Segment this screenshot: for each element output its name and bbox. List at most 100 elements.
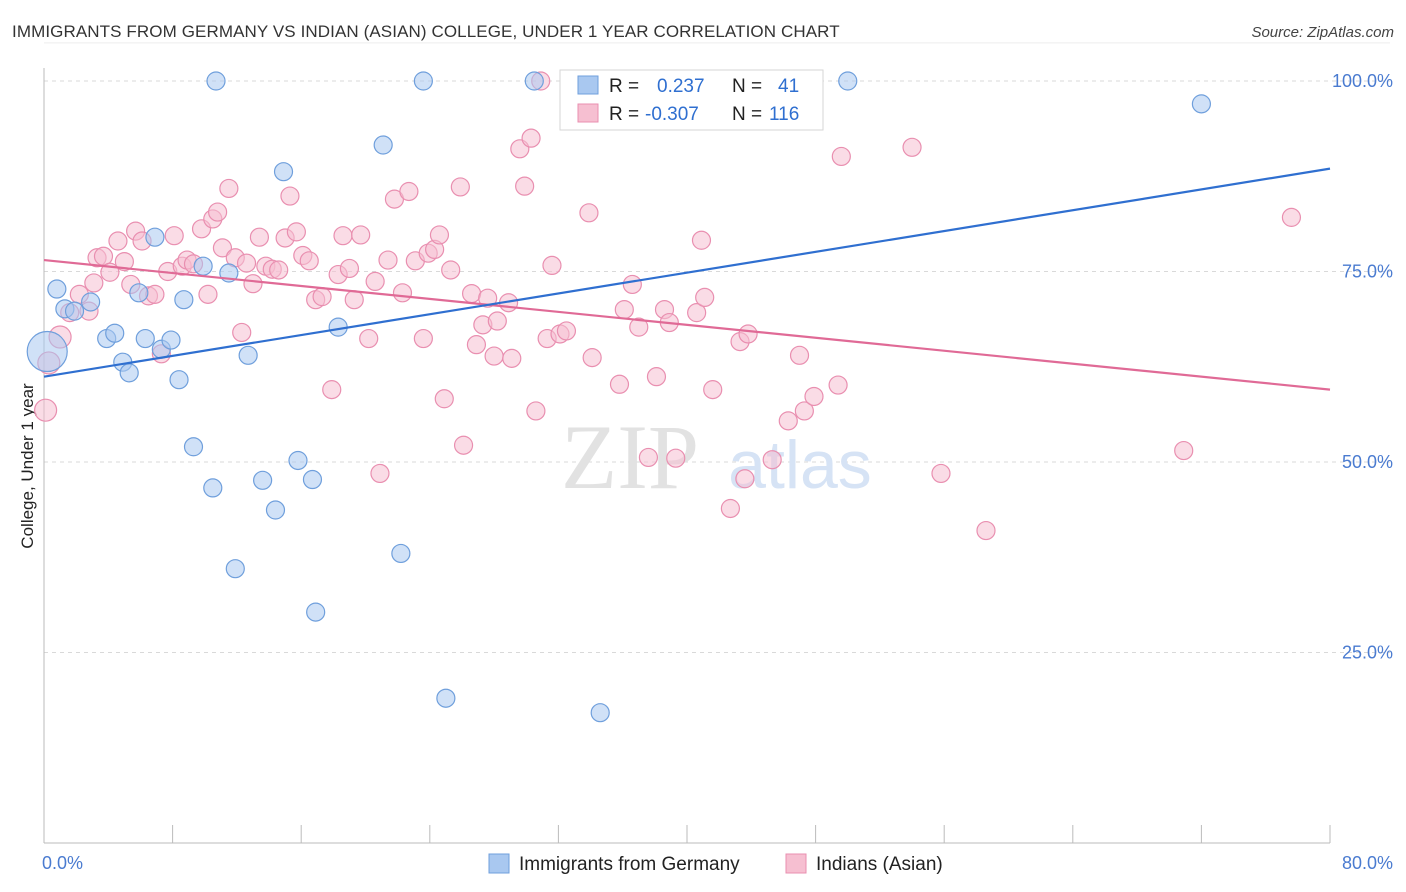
point-immigrants-germany bbox=[129, 283, 149, 303]
point-indians-asian bbox=[212, 238, 233, 258]
point-indians-asian bbox=[434, 389, 454, 409]
watermark-atlas: atlas bbox=[728, 427, 872, 503]
legend-label-indians: Indians (Asian) bbox=[816, 854, 943, 875]
point-indians-asian bbox=[359, 328, 379, 349]
point-indians-asian bbox=[484, 346, 504, 366]
point-immigrants-germany bbox=[135, 328, 155, 349]
point-immigrants-germany bbox=[26, 330, 68, 373]
point-immigrants-germany bbox=[81, 292, 101, 312]
point-indians-asian bbox=[502, 348, 522, 368]
point-indians-asian bbox=[638, 447, 659, 468]
point-indians-asian bbox=[269, 260, 289, 280]
point-immigrants-germany bbox=[273, 162, 294, 182]
point-indians-asian bbox=[339, 258, 360, 279]
point-indians-asian bbox=[280, 186, 300, 206]
point-immigrants-germany bbox=[436, 688, 456, 708]
point-immigrants-germany bbox=[119, 363, 139, 383]
stats-swatch-blue bbox=[577, 75, 599, 95]
point-indians-asian bbox=[322, 380, 342, 400]
point-indians-asian bbox=[666, 448, 686, 468]
point-indians-asian bbox=[1174, 440, 1194, 461]
legend-swatch-germany bbox=[488, 853, 510, 874]
point-immigrants-germany bbox=[145, 227, 165, 247]
point-indians-asian bbox=[198, 284, 218, 304]
series-immigrants-germany bbox=[26, 71, 1212, 723]
point-indians-asian bbox=[735, 469, 755, 489]
point-indians-asian bbox=[466, 335, 487, 355]
point-indians-asian bbox=[629, 317, 649, 337]
point-immigrants-germany bbox=[1191, 94, 1212, 114]
point-indians-asian bbox=[614, 300, 634, 320]
point-indians-asian bbox=[34, 398, 58, 422]
point-indians-asian bbox=[582, 348, 602, 368]
point-immigrants-germany bbox=[288, 450, 308, 471]
point-immigrants-germany bbox=[174, 290, 194, 310]
stats-legend-frame bbox=[559, 69, 824, 131]
point-immigrants-germany bbox=[47, 279, 67, 299]
series-indians-asian bbox=[34, 71, 1302, 541]
point-indians-asian bbox=[703, 380, 723, 400]
trend-lines bbox=[43, 167, 1331, 391]
point-indians-asian bbox=[84, 273, 104, 293]
x-tick-label: 0.0% bbox=[42, 853, 83, 873]
point-indians-asian bbox=[976, 520, 996, 541]
point-indians-asian bbox=[232, 322, 252, 343]
point-immigrants-germany bbox=[206, 71, 226, 91]
point-immigrants-germany bbox=[183, 437, 204, 457]
point-indians-asian bbox=[526, 401, 546, 421]
point-immigrants-germany bbox=[590, 703, 610, 723]
stats-n-value: 116 bbox=[769, 104, 799, 125]
point-immigrants-germany bbox=[225, 559, 245, 579]
point-indians-asian bbox=[542, 255, 562, 276]
point-immigrants-germany bbox=[413, 71, 433, 91]
point-immigrants-germany bbox=[524, 71, 544, 91]
point-indians-asian bbox=[609, 374, 630, 394]
point-indians-asian bbox=[804, 386, 824, 407]
point-indians-asian bbox=[145, 284, 165, 304]
legend-label-germany: Immigrants from Germany bbox=[519, 854, 740, 875]
point-immigrants-germany bbox=[238, 345, 258, 365]
trend-line-indians-asian bbox=[43, 258, 1331, 391]
stats-legend: R = 0.237 N = 41 R = -0.307 N = 116 bbox=[559, 69, 824, 131]
point-indians-asian bbox=[365, 271, 385, 292]
point-immigrants-germany bbox=[193, 256, 213, 276]
point-indians-asian bbox=[487, 311, 507, 331]
point-indians-asian bbox=[236, 253, 257, 273]
point-indians-asian bbox=[695, 287, 715, 308]
point-indians-asian bbox=[902, 137, 922, 157]
point-indians-asian bbox=[219, 178, 239, 199]
watermark: ZIP atlas bbox=[561, 406, 872, 508]
point-indians-asian bbox=[579, 203, 599, 223]
point-immigrants-germany bbox=[203, 478, 223, 498]
point-indians-asian bbox=[478, 288, 498, 308]
point-indians-asian bbox=[108, 231, 128, 251]
point-indians-asian bbox=[794, 401, 814, 421]
point-indians-asian bbox=[429, 225, 450, 245]
point-indians-asian bbox=[831, 146, 851, 167]
point-indians-asian bbox=[762, 450, 782, 470]
point-indians-asian bbox=[1281, 207, 1302, 227]
point-indians-asian bbox=[828, 375, 848, 395]
point-indians-asian bbox=[164, 226, 184, 246]
x-tick-label: 80.0% bbox=[1342, 853, 1393, 873]
point-indians-asian bbox=[312, 287, 332, 307]
point-indians-asian bbox=[931, 463, 951, 484]
point-immigrants-germany bbox=[306, 602, 326, 622]
point-indians-asian bbox=[691, 230, 712, 250]
point-indians-asian bbox=[789, 345, 810, 365]
series-legend: Immigrants from Germany Indians (Asian) bbox=[488, 853, 943, 875]
axes: 25.0% 50.0% 75.0% 100.0% 0.0% 80.0% bbox=[42, 68, 1393, 873]
point-indians-asian bbox=[450, 177, 470, 197]
point-indians-asian bbox=[399, 181, 419, 202]
point-indians-asian bbox=[778, 411, 798, 431]
point-indians-asian bbox=[344, 290, 364, 310]
y-tick-label: 50.0% bbox=[1342, 452, 1393, 472]
chart-title: IMMIGRANTS FROM GERMANY VS INDIAN (ASIAN… bbox=[12, 22, 840, 41]
point-indians-asian bbox=[249, 227, 270, 247]
point-indians-asian bbox=[622, 274, 642, 295]
point-indians-asian bbox=[413, 328, 433, 349]
point-indians-asian bbox=[738, 324, 758, 344]
trend-line-immigrants-germany bbox=[43, 167, 1331, 378]
point-indians-asian bbox=[351, 225, 371, 245]
